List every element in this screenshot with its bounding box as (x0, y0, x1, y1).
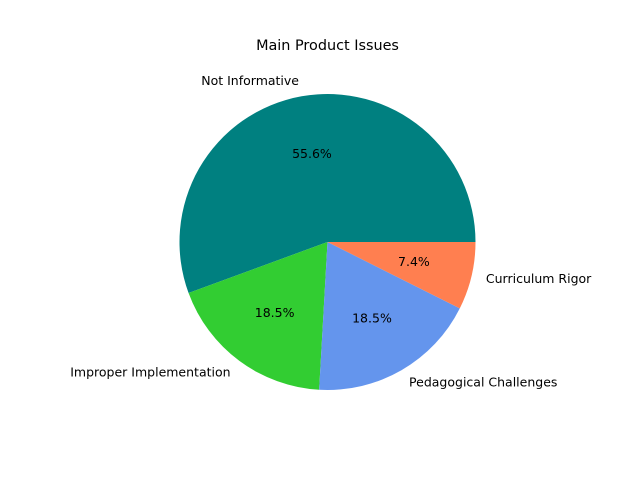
slice-label-pedagogical-challenges: Pedagogical Challenges (409, 374, 557, 389)
slice-label-curriculum-rigor: Curriculum Rigor (486, 271, 592, 286)
percent-label-pedagogical-challenges: 18.5% (352, 310, 392, 325)
labels-layer: Not Informative 55.6% Improper Implementat… (70, 73, 592, 389)
chart-title: Main Product Issues (256, 38, 399, 54)
slice-label-not-informative: Not Informative (201, 73, 299, 88)
pie-slice-pedagogical-challenges (319, 242, 460, 390)
slices-layer (179, 93, 476, 390)
pie-slice-not-informative (179, 93, 476, 294)
slice-label-improper-implementation: Improper Implementation (70, 364, 230, 379)
percent-label-improper-implementation: 18.5% (255, 305, 295, 320)
pie-slice-curriculum-rigor (327, 242, 476, 309)
percent-label-not-informative: 55.6% (292, 146, 332, 161)
pie-slice-improper-implementation (188, 242, 328, 390)
percent-label-curriculum-rigor: 7.4% (398, 254, 430, 269)
